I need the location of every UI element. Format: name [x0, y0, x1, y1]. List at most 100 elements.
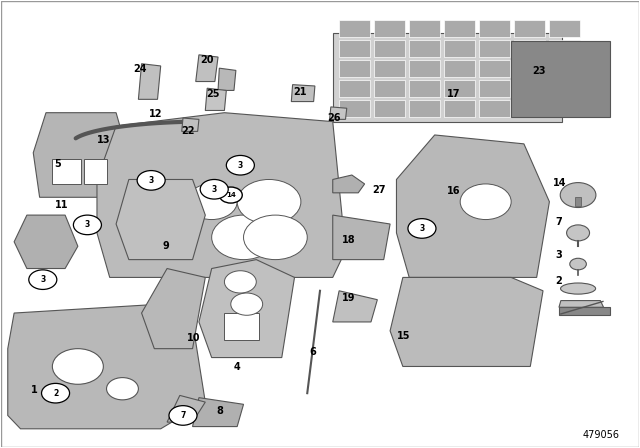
Circle shape — [570, 258, 586, 270]
Text: 11: 11 — [55, 200, 68, 210]
Bar — [515, 20, 545, 37]
Polygon shape — [559, 301, 604, 307]
Text: 20: 20 — [200, 55, 214, 65]
Text: 24: 24 — [134, 64, 147, 74]
Text: 6: 6 — [309, 347, 316, 357]
Text: 22: 22 — [181, 126, 195, 136]
Bar — [479, 20, 510, 37]
Circle shape — [135, 184, 186, 220]
Circle shape — [408, 219, 436, 238]
Circle shape — [169, 405, 197, 425]
Circle shape — [566, 225, 589, 241]
Polygon shape — [199, 260, 294, 358]
Circle shape — [560, 183, 596, 207]
Text: 17: 17 — [447, 89, 461, 99]
Text: 18: 18 — [342, 236, 355, 246]
Text: 19: 19 — [342, 293, 355, 303]
Bar — [409, 20, 440, 37]
Bar — [479, 40, 510, 57]
Circle shape — [227, 155, 254, 175]
Polygon shape — [14, 215, 78, 268]
Polygon shape — [396, 135, 549, 277]
Text: 3: 3 — [237, 161, 243, 170]
Circle shape — [186, 184, 237, 220]
Bar — [479, 60, 510, 77]
Bar — [339, 80, 370, 97]
Polygon shape — [333, 215, 390, 260]
Polygon shape — [193, 398, 244, 426]
Text: 16: 16 — [447, 185, 461, 196]
Text: 21: 21 — [293, 87, 307, 97]
Bar — [409, 60, 440, 77]
Text: 3: 3 — [212, 185, 217, 194]
Circle shape — [231, 293, 262, 315]
Text: 25: 25 — [206, 89, 220, 99]
Text: 4: 4 — [234, 362, 241, 372]
Bar — [549, 60, 580, 77]
Ellipse shape — [561, 283, 596, 294]
Polygon shape — [390, 277, 543, 366]
Bar — [444, 100, 475, 117]
Circle shape — [135, 220, 186, 255]
Circle shape — [225, 271, 256, 293]
Polygon shape — [330, 107, 347, 119]
Text: 27: 27 — [372, 185, 386, 195]
Circle shape — [74, 215, 101, 235]
Bar — [549, 100, 580, 117]
Circle shape — [244, 215, 307, 260]
Text: 12: 12 — [149, 109, 163, 119]
Bar — [374, 80, 404, 97]
Bar — [374, 20, 404, 37]
Bar — [333, 33, 562, 121]
Bar — [575, 197, 581, 206]
Polygon shape — [141, 268, 205, 349]
Polygon shape — [167, 396, 205, 422]
Bar — [479, 100, 510, 117]
Text: 23: 23 — [532, 66, 545, 76]
Circle shape — [212, 215, 275, 260]
Text: 13: 13 — [97, 135, 110, 145]
Bar — [339, 20, 370, 37]
Text: 3: 3 — [419, 224, 424, 233]
Circle shape — [237, 180, 301, 224]
Bar — [339, 40, 370, 57]
Bar — [444, 80, 475, 97]
Polygon shape — [333, 175, 365, 193]
Text: 14: 14 — [226, 192, 236, 198]
Polygon shape — [218, 68, 236, 90]
Polygon shape — [138, 64, 161, 99]
Bar — [515, 80, 545, 97]
Circle shape — [460, 184, 511, 220]
Polygon shape — [97, 113, 346, 277]
Bar — [549, 20, 580, 37]
Bar — [511, 42, 610, 117]
Circle shape — [52, 349, 103, 384]
Polygon shape — [333, 291, 378, 322]
Text: 3: 3 — [84, 220, 90, 229]
Bar — [52, 159, 81, 184]
Polygon shape — [33, 113, 129, 197]
Text: 1: 1 — [31, 385, 38, 395]
Polygon shape — [291, 85, 315, 102]
Bar — [444, 60, 475, 77]
Text: 15: 15 — [397, 331, 411, 341]
Bar — [515, 40, 545, 57]
Polygon shape — [196, 55, 218, 82]
Bar — [225, 313, 259, 340]
Bar — [374, 40, 404, 57]
Bar — [515, 100, 545, 117]
Circle shape — [137, 171, 165, 190]
Text: 7: 7 — [556, 217, 563, 227]
Circle shape — [220, 187, 243, 203]
Text: 7: 7 — [180, 411, 186, 420]
Text: 14: 14 — [553, 177, 566, 188]
Polygon shape — [205, 88, 227, 111]
Bar — [444, 20, 475, 37]
Text: 479056: 479056 — [582, 430, 620, 440]
Bar — [374, 60, 404, 77]
Bar — [515, 60, 545, 77]
Circle shape — [29, 270, 57, 289]
Text: 2: 2 — [556, 276, 563, 286]
Bar — [339, 60, 370, 77]
Text: 3: 3 — [556, 250, 563, 260]
